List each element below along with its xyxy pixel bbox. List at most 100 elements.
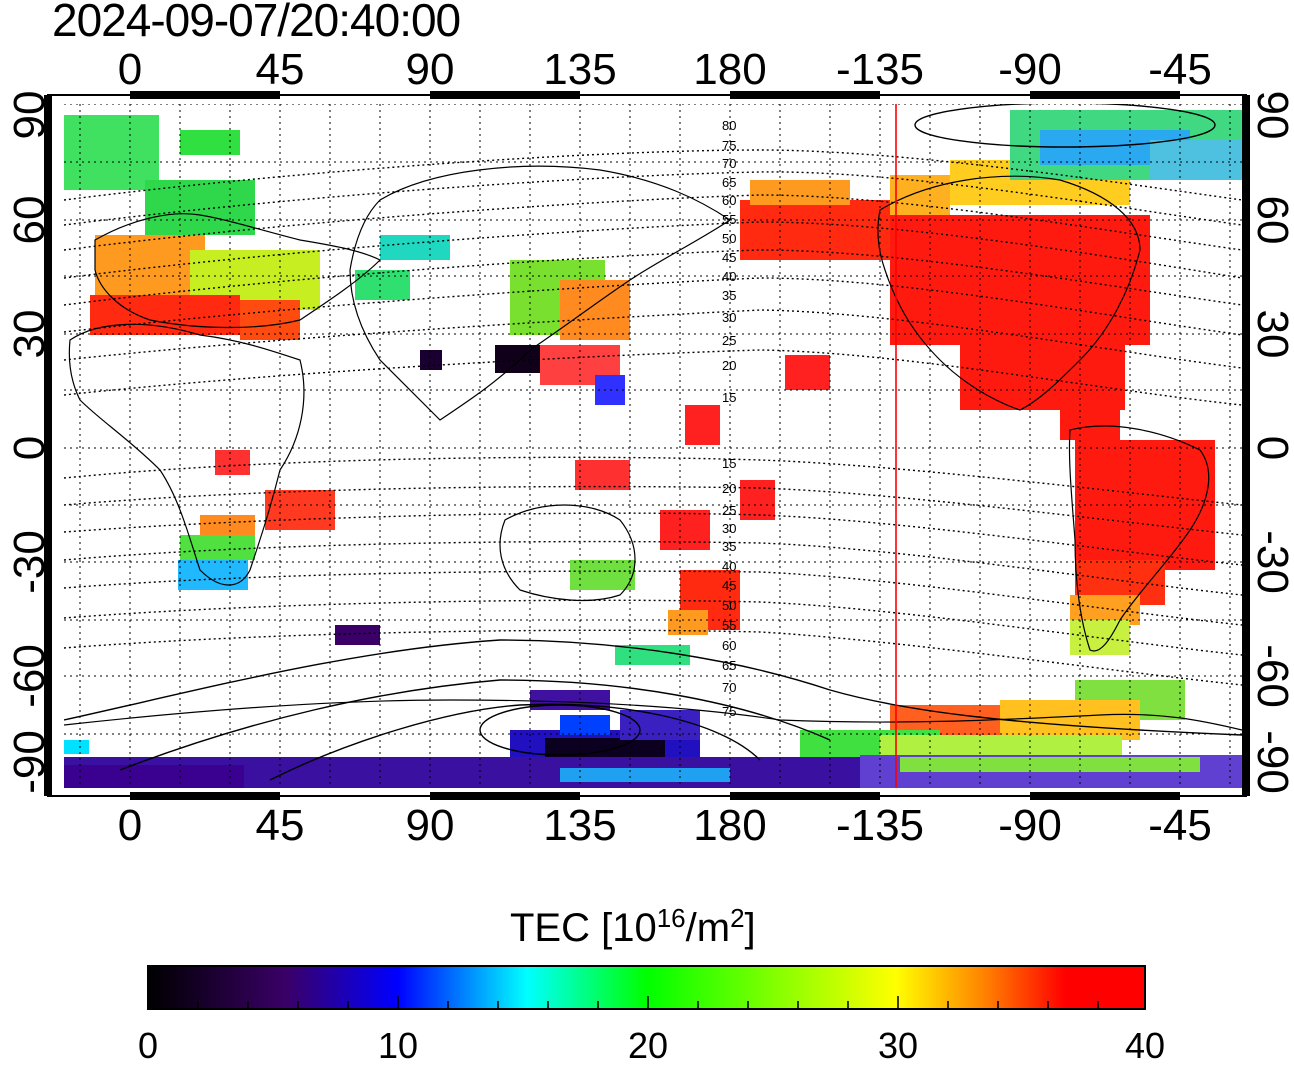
graticule-dotted: [64, 104, 1242, 788]
contour-label: 15: [722, 456, 736, 471]
bottom-lon-tick: -135: [835, 801, 925, 850]
tec-patch-europe-west: [95, 235, 205, 295]
contour-label: 25: [722, 333, 736, 348]
tec-patch-india-east: [420, 350, 442, 370]
colorbar-tick: 20: [627, 1025, 669, 1066]
contour-label: 50: [722, 231, 736, 246]
right-lat-tick: 0: [1248, 435, 1294, 461]
tec-patch-central-africa: [215, 450, 250, 475]
bottom-lon-tick: -90: [998, 801, 1062, 850]
tec-patch-antarctica-core: [545, 738, 665, 758]
contour-label: 35: [722, 288, 736, 303]
tec-patch-southeast-australia: [570, 560, 635, 590]
tec-patch-canada-west: [890, 175, 950, 215]
tec-patch-central-america: [1060, 400, 1120, 440]
top-lon-tick: 45: [255, 45, 305, 94]
colorbar-title-unit: /m: [685, 906, 731, 950]
colorbar-tick: 0: [137, 1025, 159, 1066]
right-lat-tick: 60: [1248, 195, 1294, 245]
coastlines: [64, 165, 1242, 731]
contour-label: 65: [722, 175, 736, 190]
tec-patch-greenland-east: [1150, 140, 1242, 180]
tec-patch-southern-africa-south: [178, 560, 248, 590]
contour-label: 60: [722, 193, 736, 208]
tec-patch-south-polar-cyan: [560, 768, 730, 782]
right-lat-tick: 90: [1248, 90, 1294, 140]
left-lat-tick: 30: [5, 309, 54, 359]
tec-patch-south-pacific: [615, 645, 690, 665]
africa-outline: [68, 323, 305, 586]
top-lon-tick: 0: [117, 45, 143, 94]
colorbar-title: TEC [1016/m2]: [510, 903, 756, 950]
tec-patch-hawaii: [785, 355, 830, 390]
antarctica-outline: [64, 699, 1242, 731]
bottom-lon-tick: -45: [1148, 801, 1212, 850]
colorbar-minor-ticks: [197, 996, 1099, 1009]
tec-patch-pacific-central: [685, 405, 720, 445]
contour-label: 20: [722, 358, 736, 373]
magnetic-latitude-contours: [64, 149, 1242, 686]
contour-label: 65: [722, 658, 736, 673]
bottom-lon-tick: 0: [117, 801, 143, 850]
tec-patch-south-indian: [335, 625, 380, 645]
tec-patch-antarctic-ring-mid: [1000, 700, 1140, 740]
right-lat-tick: 30: [1248, 309, 1294, 359]
southern-magnetic-contours: [64, 104, 1242, 781]
colorbar-title-exponent: 2: [730, 903, 745, 933]
left-lat-tick: 60: [5, 195, 54, 245]
tec-patch-southern-africa-mid: [180, 535, 255, 560]
top-lon-tick: 90: [405, 45, 455, 94]
tec-patch-tierra-del-fuego: [1070, 620, 1130, 655]
contour-label: 75: [722, 138, 736, 153]
tec-patch-south-polar-green: [900, 757, 1200, 772]
bottom-lon-tick: 45: [255, 801, 305, 850]
north-america-outline: [877, 175, 1141, 411]
tec-patch-usa-south: [960, 330, 1125, 410]
tec-patch-middle-east: [240, 300, 300, 340]
left-lat-tick: 90: [5, 90, 54, 140]
contour-label: 50: [722, 598, 736, 613]
map-timestamp: 2024-09-07/20:40:00: [52, 0, 461, 46]
tec-patch-siberia: [380, 235, 450, 260]
contour-label: 55: [722, 618, 736, 633]
colorbar-tick: 10: [377, 1025, 419, 1066]
tec-patch-alaska-north: [750, 180, 850, 205]
tec-patch-arctic-europe: [64, 115, 159, 190]
colorbar-title-suffix: ]: [744, 906, 756, 950]
top-lon-tick: 135: [543, 45, 617, 94]
contour-label: 60: [722, 638, 736, 653]
contour-label-group: 80 75 70 65 60 55 50 45 40 35 30 25 20 1…: [722, 118, 736, 719]
right-lat-tick: -60: [1248, 644, 1294, 708]
australia-outline: [499, 504, 636, 602]
tec-patch-alaska: [740, 200, 890, 260]
south-america-outline: [1068, 425, 1210, 652]
bottom-lon-tick: 135: [543, 801, 617, 850]
contour-label: 75: [722, 704, 736, 719]
colorbar-title-exponent: 16: [656, 903, 686, 933]
right-lat-tick: -30: [1248, 530, 1294, 594]
europe-outline: [94, 213, 382, 329]
frame-border-ticks: [44, 91, 1250, 800]
contour-label: 40: [722, 269, 736, 284]
top-lon-tick: 180: [693, 45, 767, 94]
contour-label: 70: [722, 156, 736, 171]
tec-patch-pacific-fiji: [740, 480, 775, 520]
tec-patch-south-west-cyan: [64, 740, 89, 754]
top-lon-tick: -45: [1148, 45, 1212, 94]
contour-label: 45: [722, 578, 736, 593]
tec-patch-scandinavia: [145, 180, 255, 235]
tec-patch-antarctica-blue: [560, 715, 610, 735]
tec-patch-south-polar-west: [64, 765, 244, 788]
contour-label: 45: [722, 250, 736, 265]
right-lat-tick: -90: [1248, 730, 1294, 794]
contour-label: 35: [722, 539, 736, 554]
colorbar: [147, 965, 1146, 1010]
tec-patch-mediterranean: [90, 295, 240, 335]
asia-outline: [349, 165, 732, 421]
tec-patch-new-guinea: [575, 460, 630, 490]
colorbar-tick: 40: [1124, 1025, 1166, 1066]
tec-patch-north-america: [890, 215, 1150, 345]
colorbar-title-prefix: TEC [10: [510, 906, 657, 950]
tec-patch-antarctica-north: [530, 690, 610, 710]
